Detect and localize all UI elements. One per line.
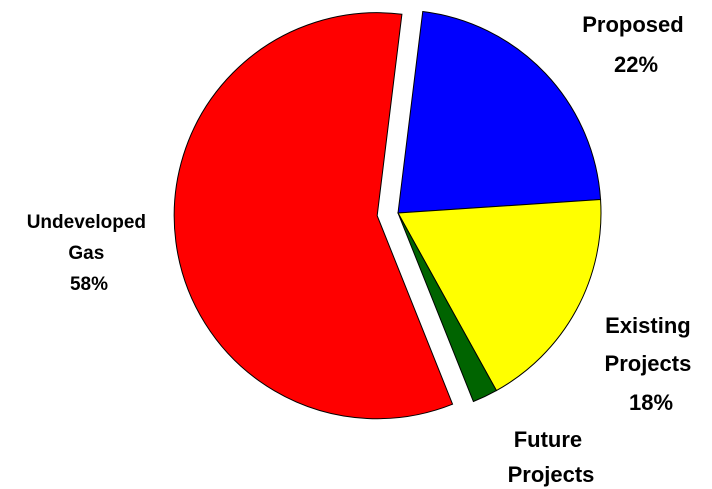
label-undeveloped-gas: Undeveloped Gas 58% (27, 212, 152, 295)
label-proposed-value: 22% (614, 52, 658, 77)
label-proposed: Proposed 22% (582, 12, 690, 77)
label-future-line-1: Future (514, 427, 582, 452)
slice-existing-projects (397, 199, 602, 392)
slice-proposed (397, 10, 602, 214)
label-existing-line-2: Projects (605, 351, 692, 376)
label-existing-line-1: Existing (605, 313, 691, 338)
label-future-projects: Future Projects (508, 427, 595, 487)
label-proposed-line-1: Proposed (582, 12, 683, 37)
slice-undeveloped-gas (173, 12, 454, 420)
label-undeveloped-value: 58% (70, 274, 108, 295)
label-undeveloped-line-2: Gas (68, 243, 104, 264)
label-undeveloped-line-1: Undeveloped (27, 212, 146, 233)
label-existing-projects: Existing Projects 18% (605, 313, 698, 415)
slice-future-projects (397, 212, 498, 403)
pie-slices (173, 10, 602, 420)
label-existing-value: 18% (629, 390, 673, 415)
label-future-line-2: Projects (508, 462, 595, 487)
